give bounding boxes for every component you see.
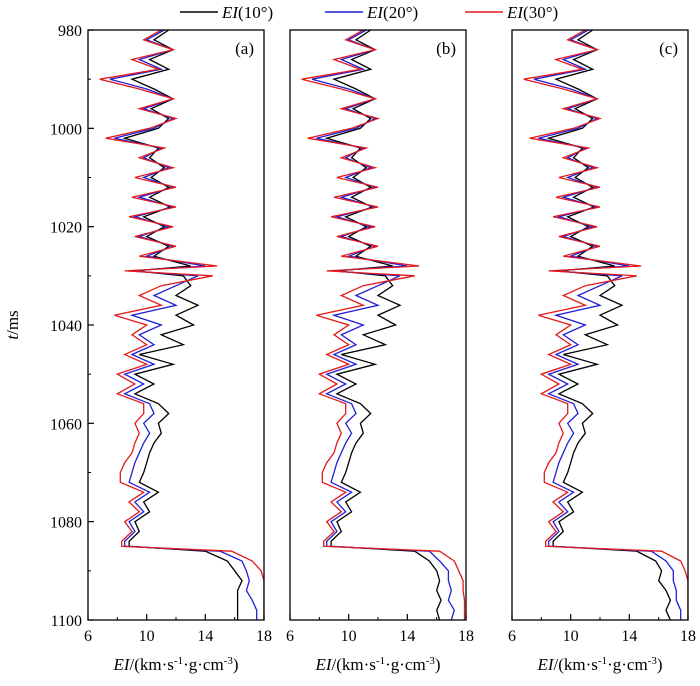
legend-label: EI(30°) [506, 3, 558, 22]
series-line-10deg [324, 30, 442, 620]
x-tick-label: 10 [341, 628, 357, 645]
x-tick-label: 14 [197, 628, 213, 645]
y-axis-title: t/ms [3, 310, 22, 339]
x-tick-label: 18 [458, 628, 474, 645]
legend-entry: EI(10°) [180, 3, 273, 22]
panel-label: (b) [436, 39, 456, 58]
x-tick-label: 6 [286, 628, 294, 645]
legend-entry: EI(20°) [325, 3, 418, 22]
x-tick-label: 10 [563, 628, 579, 645]
y-tick-label: 1020 [50, 220, 82, 237]
series-line-20deg [311, 30, 456, 620]
panel-label: (c) [659, 39, 678, 58]
series-line-30deg [301, 30, 466, 620]
x-tick-label: 6 [508, 628, 516, 645]
series-line-20deg [533, 30, 682, 620]
y-tick-label: 1000 [50, 121, 82, 138]
x-tick-label: 6 [84, 628, 92, 645]
y-tick-label: 1060 [50, 416, 82, 433]
series-line-30deg [99, 30, 264, 620]
y-tick-label: 1080 [50, 515, 82, 532]
x-axis-title: EI/(km·s-1·g·cm-3) [112, 655, 238, 674]
series-line-10deg [546, 30, 672, 620]
series-line-10deg [122, 30, 243, 620]
x-axis-title: EI/(km·s-1·g·cm-3) [314, 655, 440, 674]
panel-b: 6 10 14 18 (b) EI/(km·s-1·g·cm-3) [286, 29, 474, 674]
legend: EI(10°) EI(20°) EI(30°) [180, 3, 558, 22]
x-tick-label: 18 [680, 628, 696, 645]
series-line-30deg [523, 30, 688, 620]
legend-label: EI(10°) [221, 3, 273, 22]
x-axis-title: EI/(km·s-1·g·cm-3) [536, 655, 662, 674]
legend-label: EI(20°) [366, 3, 418, 22]
y-tick-label: 1100 [51, 613, 82, 630]
panel-label: (a) [235, 39, 254, 58]
y-tick-label: 1040 [50, 318, 82, 335]
x-tick-label: 14 [621, 628, 637, 645]
panels: 6 10 14 18 (a) EI/(km·s-1·g·cm-3) 6 10 14 18 (b) EI… [84, 29, 696, 674]
y-tick-label: 980 [58, 23, 82, 40]
y-axis: 980 1000 1020 1040 1060 1080 1100 t/ms [3, 23, 94, 630]
panel-a: 6 10 14 18 (a) EI/(km·s-1·g·cm-3) [84, 29, 272, 674]
series-line-20deg [109, 30, 258, 620]
panel-c: 6 10 14 18 (c) EI/(km·s-1·g·cm-3) [508, 29, 696, 674]
x-tick-label: 14 [399, 628, 415, 645]
x-tick-label: 10 [139, 628, 155, 645]
legend-entry: EI(30°) [465, 3, 558, 22]
x-tick-label: 18 [256, 628, 272, 645]
